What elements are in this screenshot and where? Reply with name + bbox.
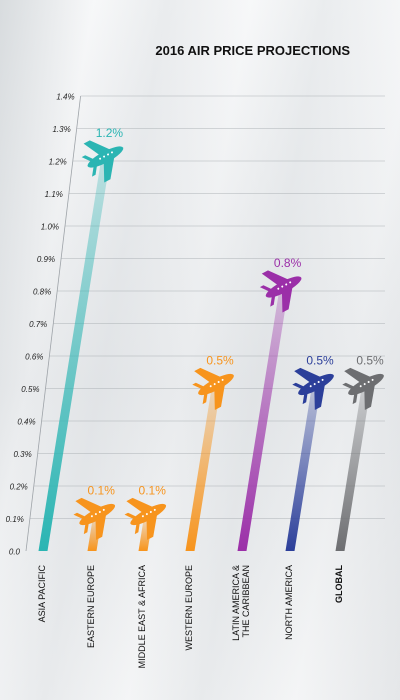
airplane-icon: [259, 270, 302, 313]
data-label: 0.1%: [139, 484, 167, 498]
y-axis-line: [25, 95, 81, 552]
data-label: 0.5%: [206, 354, 234, 368]
y-tick-label: 0.7%: [29, 320, 47, 329]
y-tick-label: 1.3%: [52, 125, 70, 134]
airplane-icon: [292, 367, 334, 411]
category-label: EASTERN EUROPE: [86, 565, 96, 648]
data-label: 0.1%: [88, 484, 116, 498]
y-tick-label: 0.5%: [21, 385, 39, 394]
data-label: 0.5%: [306, 354, 334, 368]
y-tick-label: 0.9%: [37, 255, 55, 264]
category-labels: ASIA PACIFIC EASTERN EUROPE MIDDLE EAST & …: [37, 565, 344, 669]
y-tick-label: 1.0%: [41, 223, 59, 232]
category-label: WESTERN EUROPE: [184, 565, 194, 651]
y-axis: 0.00.1%0.2%0.3%0.4%0.5%0.6%0.7%0.8%0.9%1…: [6, 93, 385, 557]
y-tick-label: 0.8%: [33, 288, 51, 297]
category-label: MIDDLE EAST & AFRICA: [137, 565, 147, 668]
bar: [185, 388, 221, 551]
y-tick-label: 0.6%: [25, 353, 43, 362]
bar: [285, 388, 321, 551]
data-label: 0.8%: [274, 256, 302, 270]
category-label: GLOBAL: [334, 565, 344, 603]
category-label: THE CARIBBEAN: [241, 565, 251, 638]
y-tick-label: 0.3%: [13, 450, 31, 459]
y-tick-label: 1.4%: [56, 93, 74, 102]
airplane-icon: [73, 497, 116, 541]
category-label: LATIN AMERICA &: [231, 565, 241, 641]
airplane-icon: [81, 140, 124, 183]
chart-title: 2016 AIR PRICE PROJECTIONS: [155, 43, 350, 58]
data-label: 1.2%: [96, 126, 124, 140]
bar: [38, 161, 110, 551]
y-tick-label: 1.2%: [49, 158, 67, 167]
y-tick-label: 1.1%: [45, 190, 63, 199]
category-label: NORTH AMERICA: [284, 565, 294, 640]
y-tick-label: 0.1%: [6, 515, 24, 524]
bars: 1.2% 0.1% 0.1% 0.5% 0.8% 0.5% 0.5%: [38, 126, 384, 551]
bar: [335, 388, 371, 551]
category-label: ASIA PACIFIC: [37, 565, 47, 623]
y-tick-label: 0.2%: [10, 483, 28, 492]
airplane-icon: [342, 367, 384, 411]
data-label: 0.5%: [356, 354, 384, 368]
y-tick-label: 0.0: [9, 548, 21, 557]
y-tick-label: 0.4%: [17, 418, 35, 427]
bar: [237, 291, 289, 551]
airplane-icon: [124, 497, 167, 541]
airplane-icon: [192, 367, 234, 411]
